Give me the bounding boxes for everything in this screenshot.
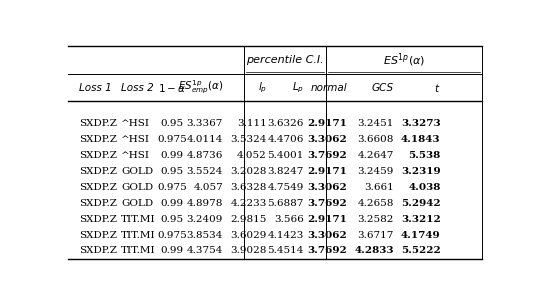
Text: $L_p$: $L_p$ xyxy=(292,81,304,95)
Text: 3.8247: 3.8247 xyxy=(267,167,304,176)
Text: 3.5324: 3.5324 xyxy=(230,135,267,144)
Text: 3.7692: 3.7692 xyxy=(307,199,347,208)
Text: 4.2833: 4.2833 xyxy=(354,247,394,255)
Text: 0.99: 0.99 xyxy=(161,199,184,208)
Text: SXDP.Z: SXDP.Z xyxy=(79,215,117,223)
Text: normal: normal xyxy=(311,83,347,93)
Text: 3.6608: 3.6608 xyxy=(358,135,394,144)
Text: SXDP.Z: SXDP.Z xyxy=(79,183,117,192)
Text: 3.2319: 3.2319 xyxy=(401,167,440,176)
Text: GCS: GCS xyxy=(372,83,394,93)
Text: SXDP.Z: SXDP.Z xyxy=(79,135,117,144)
Text: 0.975: 0.975 xyxy=(158,135,187,144)
Text: 3.2409: 3.2409 xyxy=(187,215,223,223)
Text: 5.538: 5.538 xyxy=(408,151,440,160)
Text: 4.052: 4.052 xyxy=(237,151,267,160)
Text: 5.5222: 5.5222 xyxy=(401,247,440,255)
Text: 2.9171: 2.9171 xyxy=(307,119,347,128)
Text: GOLD: GOLD xyxy=(121,167,154,176)
Text: ^HSI: ^HSI xyxy=(121,119,150,128)
Text: SXDP.Z: SXDP.Z xyxy=(79,247,117,255)
Text: 3.7692: 3.7692 xyxy=(307,151,347,160)
Text: 5.6887: 5.6887 xyxy=(267,199,304,208)
Text: 4.3754: 4.3754 xyxy=(187,247,223,255)
Text: Loss 2: Loss 2 xyxy=(121,83,154,93)
Text: 5.4514: 5.4514 xyxy=(267,247,304,255)
Text: 2.9815: 2.9815 xyxy=(230,215,267,223)
Text: 0.95: 0.95 xyxy=(161,167,184,176)
Text: 0.95: 0.95 xyxy=(161,119,184,128)
Text: GOLD: GOLD xyxy=(121,183,154,192)
Text: 2.9171: 2.9171 xyxy=(307,167,347,176)
Text: 0.99: 0.99 xyxy=(161,151,184,160)
Text: 3.6326: 3.6326 xyxy=(267,119,304,128)
Text: 5.4001: 5.4001 xyxy=(267,151,304,160)
Text: 3.2459: 3.2459 xyxy=(358,167,394,176)
Text: 4.2233: 4.2233 xyxy=(230,199,267,208)
Text: 0.975: 0.975 xyxy=(158,230,187,240)
Text: SXDP.Z: SXDP.Z xyxy=(79,119,117,128)
Text: 3.8534: 3.8534 xyxy=(187,230,223,240)
Text: 3.2451: 3.2451 xyxy=(358,119,394,128)
Text: 3.6328: 3.6328 xyxy=(230,183,267,192)
Text: $ES^{1p}(\alpha)$: $ES^{1p}(\alpha)$ xyxy=(383,51,425,69)
Text: 4.4706: 4.4706 xyxy=(267,135,304,144)
Text: Loss 1: Loss 1 xyxy=(79,83,112,93)
Text: 3.2582: 3.2582 xyxy=(358,215,394,223)
Text: TIT.MI: TIT.MI xyxy=(121,215,156,223)
Text: 4.0114: 4.0114 xyxy=(187,135,223,144)
Text: SXDP.Z: SXDP.Z xyxy=(79,199,117,208)
Text: 4.2647: 4.2647 xyxy=(358,151,394,160)
Text: 3.6717: 3.6717 xyxy=(358,230,394,240)
Text: GOLD: GOLD xyxy=(121,199,154,208)
Text: 3.3062: 3.3062 xyxy=(307,230,347,240)
Text: SXDP.Z: SXDP.Z xyxy=(79,230,117,240)
Text: 3.661: 3.661 xyxy=(364,183,394,192)
Text: 3.566: 3.566 xyxy=(274,215,304,223)
Text: 3.2028: 3.2028 xyxy=(230,167,267,176)
Text: 0.975: 0.975 xyxy=(158,183,187,192)
Text: TIT.MI: TIT.MI xyxy=(121,230,156,240)
Text: 0.95: 0.95 xyxy=(161,215,184,223)
Text: SXDP.Z: SXDP.Z xyxy=(79,167,117,176)
Text: $l_p$: $l_p$ xyxy=(258,81,267,95)
Text: TIT.MI: TIT.MI xyxy=(121,247,156,255)
Text: $ES^{1p}_{emp}(\alpha)$: $ES^{1p}_{emp}(\alpha)$ xyxy=(178,79,223,96)
Text: 3.9028: 3.9028 xyxy=(230,247,267,255)
Text: 3.5524: 3.5524 xyxy=(187,167,223,176)
Text: 3.3367: 3.3367 xyxy=(187,119,223,128)
Text: 4.038: 4.038 xyxy=(408,183,440,192)
Text: 3.3212: 3.3212 xyxy=(401,215,440,223)
Text: 2.9171: 2.9171 xyxy=(307,215,347,223)
Text: 4.8978: 4.8978 xyxy=(187,199,223,208)
Text: 3.6029: 3.6029 xyxy=(230,230,267,240)
Text: ^HSI: ^HSI xyxy=(121,135,150,144)
Text: 4.2658: 4.2658 xyxy=(358,199,394,208)
Text: 3.7692: 3.7692 xyxy=(307,247,347,255)
Text: ^HSI: ^HSI xyxy=(121,151,150,160)
Text: 4.057: 4.057 xyxy=(193,183,223,192)
Text: 3.111: 3.111 xyxy=(237,119,267,128)
Text: 3.3062: 3.3062 xyxy=(307,183,347,192)
Text: 4.1749: 4.1749 xyxy=(401,230,440,240)
Text: 0.99: 0.99 xyxy=(161,247,184,255)
Text: $t$: $t$ xyxy=(434,82,440,94)
Text: 3.3062: 3.3062 xyxy=(307,135,347,144)
Text: 4.1843: 4.1843 xyxy=(401,135,440,144)
Text: SXDP.Z: SXDP.Z xyxy=(79,151,117,160)
Text: percentile C.I.: percentile C.I. xyxy=(246,55,324,65)
Text: 4.7549: 4.7549 xyxy=(267,183,304,192)
Text: 4.8736: 4.8736 xyxy=(187,151,223,160)
Text: 5.2942: 5.2942 xyxy=(401,199,440,208)
Text: $1-\alpha$: $1-\alpha$ xyxy=(158,82,186,94)
Text: 3.3273: 3.3273 xyxy=(401,119,440,128)
Text: 4.1423: 4.1423 xyxy=(267,230,304,240)
